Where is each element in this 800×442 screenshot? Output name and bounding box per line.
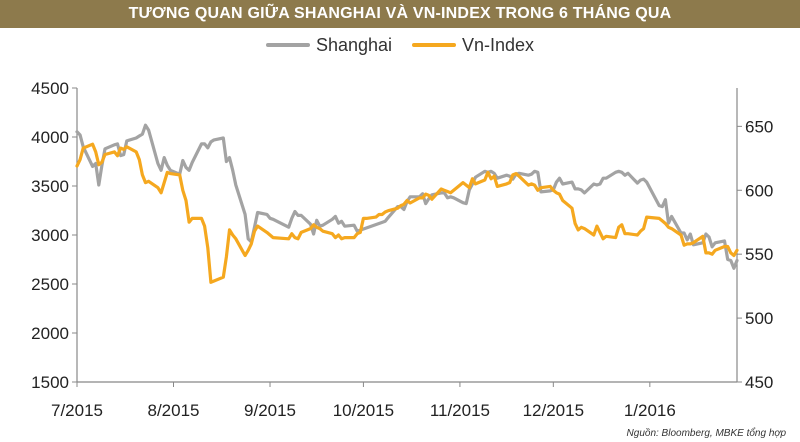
left-tick-label: 1500 (31, 373, 69, 392)
x-tick-label: 9/2015 (244, 401, 296, 420)
source-note: Nguồn: Bloomberg, MBKE tổng hợp (626, 428, 786, 439)
x-tick-label: 10/2015 (333, 401, 394, 420)
left-tick-label: 2000 (31, 324, 69, 343)
x-tick-label: 1/2016 (624, 401, 676, 420)
legend: Shanghai Vn-Index (0, 33, 800, 57)
left-tick-label: 3000 (31, 226, 69, 245)
x-tick-label: 7/2015 (51, 401, 103, 420)
legend-swatch-vnindex (412, 43, 457, 47)
series-line-shanghai (75, 123, 739, 270)
left-tick-label: 4000 (31, 128, 69, 147)
x-tick-label: 12/2015 (523, 401, 584, 420)
left-tick-label: 2500 (31, 275, 69, 294)
legend-label-shanghai: Shanghai (315, 34, 393, 55)
series-line-vn-index (75, 142, 739, 284)
x-axis-ticks: 7/2015 8/2015 9/2015 10/2015 11/2015 12/2015 1… (51, 382, 676, 420)
x-tick-label: 11/2015 (430, 401, 490, 420)
legend-item-shanghai: Shanghai (265, 34, 393, 56)
right-tick-label: 550 (745, 245, 773, 264)
right-tick-label: 450 (745, 373, 773, 392)
left-tick-label: 3500 (31, 177, 69, 196)
right-axis-ticks: 450 500 550 600 650 (737, 117, 773, 392)
left-tick-label: 4500 (31, 79, 69, 98)
legend-item-vnindex: Vn-Index (412, 35, 534, 56)
right-tick-label: 500 (745, 309, 773, 328)
right-tick-label: 650 (745, 117, 773, 136)
left-axis-ticks: 1500 2000 2500 3000 3500 4000 4500 (31, 79, 77, 392)
right-tick-label: 600 (745, 181, 773, 200)
series (75, 123, 739, 284)
legend-swatch-shanghai (265, 43, 310, 47)
chart-title: TƯƠNG QUAN GIỮA SHANGHAI VÀ VN-INDEX TRO… (0, 0, 800, 28)
x-tick-label: 8/2015 (148, 401, 200, 420)
legend-label-vnindex: Vn-Index (462, 34, 535, 55)
